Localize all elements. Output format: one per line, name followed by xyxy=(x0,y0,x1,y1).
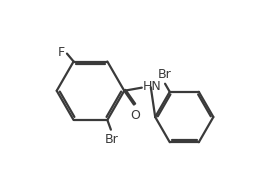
Text: O: O xyxy=(130,109,140,122)
Text: Br: Br xyxy=(105,133,119,146)
Text: Br: Br xyxy=(158,68,172,81)
Text: F: F xyxy=(57,46,65,59)
Text: HN: HN xyxy=(143,80,162,93)
